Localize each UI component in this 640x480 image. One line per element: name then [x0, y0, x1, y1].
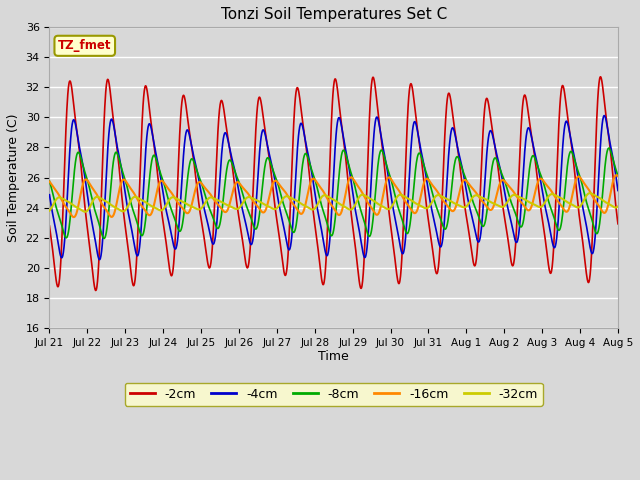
Line: -2cm: -2cm	[49, 77, 618, 290]
-4cm	[259, 128, 266, 133]
-32cm	[278, 198, 285, 204]
-32cm	[281, 194, 289, 200]
-8cm	[100, 236, 108, 241]
Legend: -2cm, -4cm, -8cm, -16cm, -32cm: -2cm, -4cm, -8cm, -16cm, -32cm	[125, 383, 543, 406]
-8cm	[605, 145, 612, 151]
-2cm	[259, 108, 266, 114]
X-axis label: Time: Time	[318, 350, 349, 363]
-2cm	[434, 268, 442, 274]
-8cm	[259, 184, 266, 190]
-2cm	[281, 271, 289, 277]
Title: Tonzi Soil Temperatures Set C: Tonzi Soil Temperatures Set C	[221, 7, 447, 22]
-16cm	[70, 214, 77, 220]
-16cm	[612, 172, 620, 178]
-4cm	[78, 157, 86, 163]
-16cm	[278, 185, 285, 191]
-32cm	[434, 192, 442, 198]
-16cm	[434, 190, 442, 195]
-16cm	[79, 183, 86, 189]
-16cm	[259, 209, 266, 215]
Y-axis label: Soil Temperature (C): Soil Temperature (C)	[7, 113, 20, 242]
-8cm	[434, 208, 442, 214]
-4cm	[167, 230, 175, 236]
-4cm	[45, 192, 53, 198]
Line: -4cm: -4cm	[49, 116, 618, 260]
-8cm	[167, 206, 175, 212]
-32cm	[167, 195, 175, 201]
Line: -32cm: -32cm	[49, 193, 618, 212]
-32cm	[259, 201, 266, 206]
-2cm	[78, 173, 86, 179]
-8cm	[614, 173, 622, 179]
-4cm	[95, 257, 103, 263]
Text: TZ_fmet: TZ_fmet	[58, 39, 111, 52]
-32cm	[614, 204, 622, 209]
-4cm	[614, 188, 622, 193]
-16cm	[281, 188, 289, 194]
-8cm	[281, 204, 289, 210]
-2cm	[614, 221, 622, 227]
-4cm	[278, 215, 285, 220]
-2cm	[92, 288, 99, 293]
Line: -16cm: -16cm	[49, 175, 618, 217]
-16cm	[614, 173, 622, 179]
-32cm	[81, 209, 89, 215]
-4cm	[600, 113, 608, 119]
-8cm	[78, 159, 86, 165]
-32cm	[45, 208, 53, 214]
-2cm	[45, 223, 53, 229]
-8cm	[278, 195, 285, 201]
-8cm	[45, 178, 53, 184]
-2cm	[596, 74, 604, 80]
-2cm	[278, 252, 285, 258]
-16cm	[45, 179, 53, 184]
-16cm	[167, 190, 175, 195]
Line: -8cm: -8cm	[49, 148, 618, 239]
-32cm	[78, 207, 86, 213]
-4cm	[434, 236, 442, 241]
-4cm	[281, 228, 289, 234]
-2cm	[167, 273, 175, 278]
-32cm	[586, 190, 594, 196]
